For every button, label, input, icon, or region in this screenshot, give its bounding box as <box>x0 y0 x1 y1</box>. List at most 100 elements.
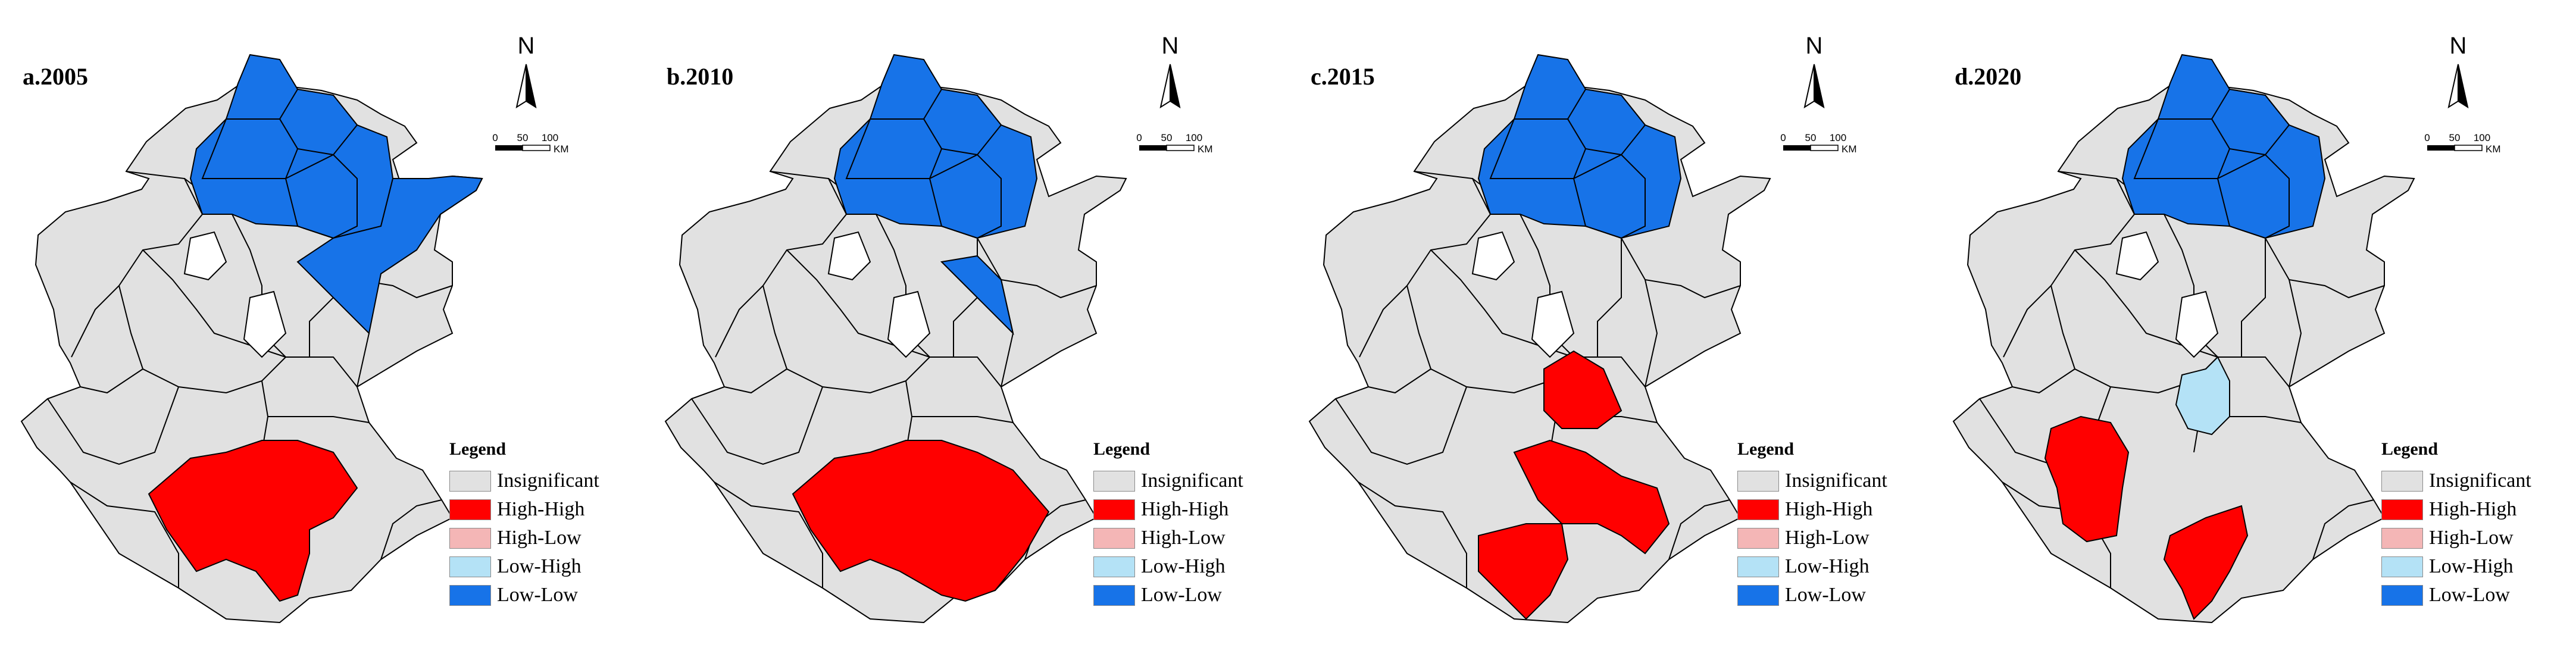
scale-tick-label: 100 <box>1186 132 1202 143</box>
scale-unit-label: KM <box>2486 143 2501 155</box>
low-low-regions <box>1477 54 1682 239</box>
region-border <box>2289 279 2302 387</box>
legend-swatch <box>449 470 491 492</box>
scale-bar: 0 50 100 KM <box>1136 132 1212 155</box>
panel-title: c.2015 <box>1311 63 1375 90</box>
region-border <box>1335 386 1467 465</box>
map-region <box>2175 290 2219 358</box>
legend-label: High-Low <box>497 527 582 549</box>
map-region <box>183 231 227 281</box>
north-arrow-label: N <box>1162 33 1179 59</box>
legend-label: Low-Low <box>497 584 578 606</box>
legend-swatch <box>1093 470 1135 492</box>
legend-swatch <box>1737 584 1779 606</box>
legend-swatch <box>2381 584 2423 606</box>
region-border <box>47 386 179 465</box>
region-border <box>724 368 787 394</box>
low-high-region <box>2175 356 2230 436</box>
legend-item: Low-Low <box>1737 581 1928 609</box>
legend-swatch <box>1737 556 1779 577</box>
legend-item: High-Low <box>1093 524 1284 552</box>
high-high-region <box>792 440 1050 602</box>
legend-item: Low-High <box>1737 552 1928 581</box>
north-arrow-label: N <box>2450 33 2467 59</box>
legend-label: Low-Low <box>1141 584 1222 606</box>
map-panel: N 0 50 100 KM d.2020 Legend Insignifican… <box>1932 0 2576 660</box>
low-low-region <box>285 154 358 239</box>
choropleth-map: N 0 50 100 KM <box>20 33 569 624</box>
high-high-regions <box>792 440 1050 602</box>
panel-title: d.2020 <box>1955 63 2022 90</box>
legend-item: Low-Low <box>2381 581 2572 609</box>
scale-bar-segment <box>1166 145 1195 151</box>
legend-title: Legend <box>1737 439 1795 459</box>
legend-label: High-High <box>1785 498 1873 520</box>
scale-bar: 0 50 100 KM <box>2424 132 2500 155</box>
scale-bar-segment <box>1139 145 1167 151</box>
legend-label: Low-High <box>497 555 582 577</box>
low-low-region <box>929 154 1002 239</box>
high-high-regions <box>2044 415 2249 620</box>
map-region <box>1471 231 1515 281</box>
legend-label: Low-Low <box>2429 584 2510 606</box>
region-border <box>70 481 179 588</box>
legend-item: Low-Low <box>449 581 640 609</box>
legend: Legend Insignificant High-High High-Low Low… <box>449 439 640 609</box>
north-arrow: N <box>1159 33 1181 109</box>
region-border <box>1358 481 1467 588</box>
region-border <box>268 416 370 423</box>
region-border <box>2312 499 2374 560</box>
high-high-region <box>1478 523 1569 620</box>
legend-title: Legend <box>1093 439 1151 459</box>
north-arrow-west-half <box>1159 64 1171 109</box>
choropleth-map: N 0 50 100 KM <box>664 33 1213 624</box>
legend-label: High-High <box>497 498 585 520</box>
legend-item: High-Low <box>2381 524 2572 552</box>
north-arrow-west-half <box>515 64 527 109</box>
legend-item: High-High <box>449 495 640 524</box>
legend: Legend Insignificant High-High High-Low Low… <box>1737 439 1928 609</box>
scale-bar-segment <box>522 145 551 151</box>
scale-tick-label: 0 <box>492 132 498 143</box>
map-region <box>887 290 931 358</box>
scale-tick-label: 0 <box>2424 132 2430 143</box>
map-panel: N 0 50 100 KM b.2010 Legend Insignifican… <box>644 0 1288 660</box>
legend-label: High-Low <box>2429 527 2514 549</box>
legend-label: Insignificant <box>2429 470 2531 492</box>
scale-tick-label: 100 <box>2474 132 2490 143</box>
scale-bar-segment <box>495 145 523 151</box>
north-arrow-label: N <box>1806 33 1823 59</box>
high-high-regions <box>148 440 358 602</box>
high-high-region <box>148 440 358 602</box>
scale-tick-label: 100 <box>1830 132 1846 143</box>
legend-item: Insignificant <box>1093 467 1284 495</box>
map-panel: N 0 50 100 KM a.2005 Legend Insignifican… <box>0 0 644 660</box>
map-region <box>243 290 287 358</box>
legend-swatch <box>449 527 491 549</box>
legend-label: Low-High <box>1141 555 1226 577</box>
legend-label: Insignificant <box>497 470 599 492</box>
scale-unit-label: KM <box>1198 143 1213 155</box>
scale-tick-label: 50 <box>1161 132 1173 143</box>
legend-label: Low-Low <box>1785 584 1866 606</box>
legend-swatch <box>2381 499 2423 520</box>
legend-label: Low-High <box>2429 555 2514 577</box>
legend-item: Insignificant <box>449 467 640 495</box>
north-arrow-east-half <box>1170 64 1181 109</box>
scale-unit-label: KM <box>1842 143 1857 155</box>
region-border <box>1359 171 1492 358</box>
region-border <box>1645 279 1658 387</box>
legend-item: High-High <box>1737 495 1928 524</box>
legend-label: High-High <box>1141 498 1229 520</box>
north-arrow: N <box>1803 33 1825 109</box>
legend-swatch <box>1737 527 1779 549</box>
legend-label: High-Low <box>1141 527 1226 549</box>
legend-swatch <box>1737 499 1779 520</box>
north-arrow: N <box>515 33 537 109</box>
legend-label: High-Low <box>1785 527 1870 549</box>
north-arrow-east-half <box>2458 64 2469 109</box>
legend-label: High-High <box>2429 498 2517 520</box>
region-border <box>691 386 823 465</box>
scale-tick-label: 50 <box>517 132 529 143</box>
legend-label: Insignificant <box>1785 470 1887 492</box>
